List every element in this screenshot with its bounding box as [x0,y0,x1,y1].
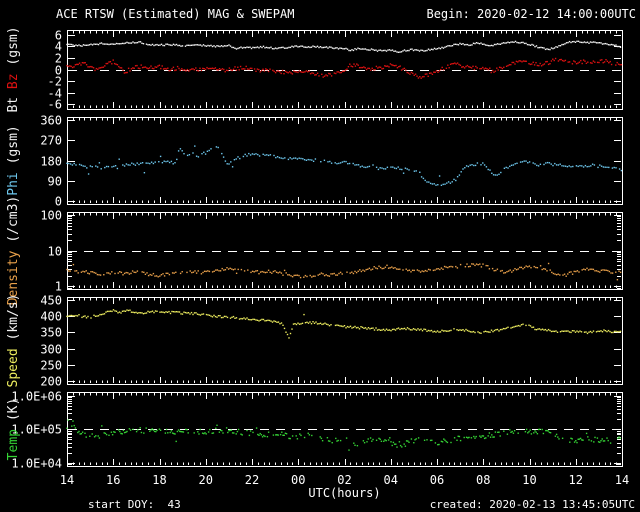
x-minor-ticks [73,213,617,288]
y-tick-label: 1.0E+04 [11,457,62,471]
x-minor-ticks [73,31,617,108]
y-tick-label: 270 [40,134,62,148]
x-tick-label: 18 [152,473,166,487]
y-tick-label: 180 [40,155,62,169]
series-Temp [66,419,621,451]
y-tick-label: -4 [48,87,62,101]
x-tick-label: 02 [337,473,351,487]
y-tick-label: 0 [55,195,62,209]
x-tick-label: 06 [430,473,444,487]
x-major-ticks [67,298,623,383]
x-tick-label: 16 [106,473,120,487]
panel-density: 100 10 1 Density (/cm3) [6,196,623,306]
x-tick-label: 14 [60,473,74,487]
x-tick-label: 22 [245,473,259,487]
x-tick-label: 04 [384,473,398,487]
x-minor-ticks [73,393,617,465]
y-tick-label: 1 [55,280,62,294]
x-minor-ticks [73,298,617,383]
series-Phi [66,145,623,186]
y-tick-label: 2 [55,52,62,66]
y-tick-label: -6 [48,98,62,112]
y-tick-label: 100 [40,209,62,223]
x-tick-label: 08 [476,473,490,487]
begin-timestamp: Begin: 2020-02-12 14:00:00UTC [426,7,636,21]
x-tick-label: 20 [199,473,213,487]
x-tick-label: 10 [522,473,536,487]
x-minor-ticks [73,118,617,203]
y-tick-label: 250 [40,359,62,373]
y-tick-label: 400 [40,310,62,324]
series-Bt [66,40,622,53]
panel-ylabel-bt-bz: Bt Bz (gsm) [6,26,21,112]
y-tick-label: 1.0E+05 [11,423,62,437]
series-Bz [66,57,623,79]
x-major-ticks [67,31,623,108]
x-tick-label: 00 [291,473,305,487]
y-log-minor-ticks [68,397,621,465]
panel-ylabel-speed: Speed (km/s) [6,294,21,388]
y-tick-label: 1.0E+06 [11,390,62,404]
y-tick-label: 6 [55,29,62,43]
x-tick-label: 12 [569,473,583,487]
panel-speed: 450 400 350 300 250 200 Speed (km/s) [6,294,623,389]
y-log-minor-ticks [68,216,621,289]
y-tick-label: 90 [48,175,62,189]
x-major-ticks [67,118,623,203]
y-tick-label: 360 [40,114,62,128]
created-timestamp: created: 2020-02-13 13:45:05UTC [429,498,635,511]
series-Speed [66,309,622,339]
y-tick-label: -2 [48,75,62,89]
x-tick-label: 14 [615,473,629,487]
x-axis-label: UTC(hours) [308,486,381,500]
panel-phi: 360 270 180 90 0 Phi (gsm) [6,114,623,209]
y-tick-label: 200 [40,375,62,389]
panel-ylabel-density: Density (/cm3) [6,196,21,306]
x-major-ticks [67,393,623,465]
y-tick-label: 350 [40,326,62,340]
x-major-ticks [67,213,623,288]
start-doy-label: start DOY: 43 [88,498,181,511]
panel-ylabel-phi: Phi (gsm) [6,125,21,195]
y-tick-label: 450 [40,294,62,308]
series-Density [66,262,622,281]
y-tick-label: 0 [55,64,62,78]
y-tick-label: 300 [40,343,62,357]
y-tick-label: 4 [55,40,62,54]
y-tick-label: 10 [48,245,62,259]
plot-title: ACE RTSW (Estimated) MAG & SWEPAM [56,7,295,21]
panel-ylabel-temp: Temp (K) [6,398,21,461]
